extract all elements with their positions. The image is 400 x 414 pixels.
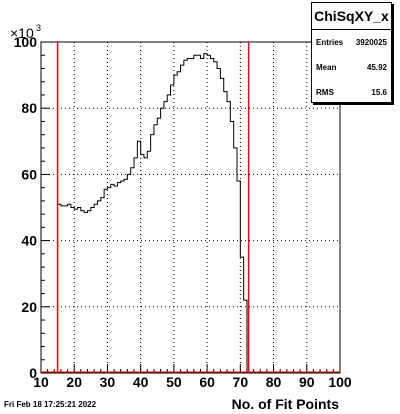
histogram-bin xyxy=(121,181,124,373)
x-tick-label: 90 xyxy=(299,374,315,390)
histogram-bin xyxy=(157,118,160,373)
stats-row-entries: Entries 3920025 xyxy=(312,30,391,55)
histogram-bin xyxy=(174,75,177,373)
histogram-bin xyxy=(117,183,120,373)
x-tick-label: 50 xyxy=(166,374,182,390)
histogram-bin xyxy=(164,102,167,373)
histogram-bin xyxy=(141,155,144,373)
y-tick-label: 60 xyxy=(21,166,37,182)
histogram-bin xyxy=(151,135,154,373)
x-tick-label: 40 xyxy=(133,374,149,390)
histogram-bin xyxy=(234,148,237,373)
stats-box: ChiSqXY_x Entries 3920025 Mean 45.92 RMS… xyxy=(311,2,392,103)
histogram-bin xyxy=(171,85,174,373)
histogram-bin xyxy=(94,204,97,373)
histogram-bin xyxy=(181,65,184,373)
stats-rms-value: 15.6 xyxy=(371,88,387,97)
histogram-bin xyxy=(220,78,223,373)
x-tick-label: 70 xyxy=(233,374,249,390)
stats-row-rms: RMS 15.6 xyxy=(312,80,391,105)
histogram-bin xyxy=(214,62,217,373)
histogram-bin xyxy=(197,55,200,373)
x-tick-label: 100 xyxy=(328,374,352,390)
histogram-bin xyxy=(230,121,233,373)
plot-frame xyxy=(40,41,341,374)
histogram-bin xyxy=(104,189,107,373)
stats-mean-label: Mean xyxy=(316,63,337,72)
histogram-bin xyxy=(154,125,157,373)
stats-mean-value: 45.92 xyxy=(366,63,387,72)
histogram-bin xyxy=(194,55,197,373)
stats-rms-label: RMS xyxy=(316,88,334,97)
y-exponent-label: ×10 xyxy=(10,25,34,41)
histogram-bin xyxy=(64,206,67,373)
histogram-bin xyxy=(217,68,220,373)
histogram-bin xyxy=(107,188,110,373)
histogram-bin xyxy=(191,59,194,373)
histogram-bin xyxy=(147,151,150,373)
stats-entries-value: 3920025 xyxy=(355,38,387,47)
x-tick-label: 10 xyxy=(33,374,49,390)
histogram-bin xyxy=(227,102,230,373)
histogram-bin xyxy=(131,168,134,373)
histogram-bin xyxy=(114,186,117,373)
histogram-bin xyxy=(184,60,187,373)
stats-title: ChiSqXY_x xyxy=(312,3,391,30)
y-exponent-power: 3 xyxy=(36,23,41,33)
histogram-bin xyxy=(111,184,114,373)
histogram-bin xyxy=(91,208,94,374)
histogram-bin xyxy=(127,174,130,373)
y-tick-label: 40 xyxy=(21,233,37,249)
histogram-bin xyxy=(187,59,190,373)
histogram-bin xyxy=(88,211,91,373)
histogram-bin xyxy=(167,95,170,373)
histogram-bin xyxy=(101,198,104,373)
histogram-bin xyxy=(68,204,71,373)
histogram-bin xyxy=(124,179,127,373)
histogram-bin xyxy=(84,212,87,373)
histogram-bin xyxy=(144,158,147,373)
x-tick-label: 80 xyxy=(266,374,282,390)
y-tick-label: 0 xyxy=(29,365,37,381)
histogram-bin xyxy=(81,211,84,373)
histogram-bin xyxy=(134,158,137,373)
x-tick-label: 30 xyxy=(100,374,116,390)
x-tick-label: 60 xyxy=(199,374,215,390)
stats-entries-label: Entries xyxy=(316,38,344,47)
timestamp: Fri Feb 18 17:25:21 2022 xyxy=(4,400,97,409)
histogram-bin xyxy=(78,208,81,374)
histogram-bin xyxy=(200,59,203,373)
x-axis-title: No. of Fit Points xyxy=(231,396,339,412)
histogram-bin xyxy=(74,209,77,373)
histogram-bin xyxy=(177,72,180,373)
y-tick-label: 20 xyxy=(21,299,37,315)
stats-row-mean: Mean 45.92 xyxy=(312,55,391,80)
histogram-bin xyxy=(61,206,64,373)
x-tick-label: 20 xyxy=(66,374,82,390)
histogram-bin xyxy=(224,92,227,373)
histogram-series xyxy=(57,53,251,374)
histogram-bin xyxy=(210,59,213,373)
y-tick-label: 80 xyxy=(21,100,37,116)
y-tick-label: 100 xyxy=(14,34,38,50)
histogram-bin xyxy=(97,201,100,373)
histogram-bin xyxy=(204,54,207,373)
